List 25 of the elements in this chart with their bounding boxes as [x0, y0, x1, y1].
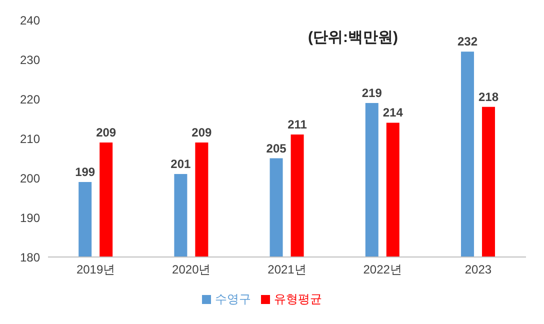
y-tick-label: 200	[20, 171, 40, 186]
legend-label: 유형평균	[274, 292, 322, 306]
data-label: 201	[170, 157, 192, 172]
data-label: 211	[288, 118, 308, 132]
y-tick-label: 230	[20, 52, 40, 67]
y-tick-label: 190	[20, 210, 40, 225]
y-tick-label: 220	[20, 92, 40, 106]
y-tick-label: 180	[20, 250, 40, 264]
data-label: 199	[75, 164, 96, 179]
x-tick-label: 2023	[464, 262, 492, 277]
data-label: 209	[192, 125, 212, 140]
x-tick-label: 2019년	[76, 262, 116, 277]
data-label: 218	[478, 90, 499, 104]
data-label: 219	[362, 86, 382, 100]
legend-label: 수영구	[215, 292, 251, 306]
x-tick-label: 2021년	[268, 262, 306, 277]
data-label: 232	[457, 34, 478, 49]
y-tick-label: 210	[20, 132, 40, 146]
data-label: 214	[382, 106, 404, 120]
y-tick-label: 240	[20, 13, 40, 28]
x-tick-label: 2022년	[363, 262, 402, 277]
x-tick-label: 2020년	[172, 262, 211, 277]
annotation: (단위:백만원)	[308, 28, 398, 47]
data-label: 209	[96, 125, 116, 140]
data-label: 205	[266, 141, 287, 156]
